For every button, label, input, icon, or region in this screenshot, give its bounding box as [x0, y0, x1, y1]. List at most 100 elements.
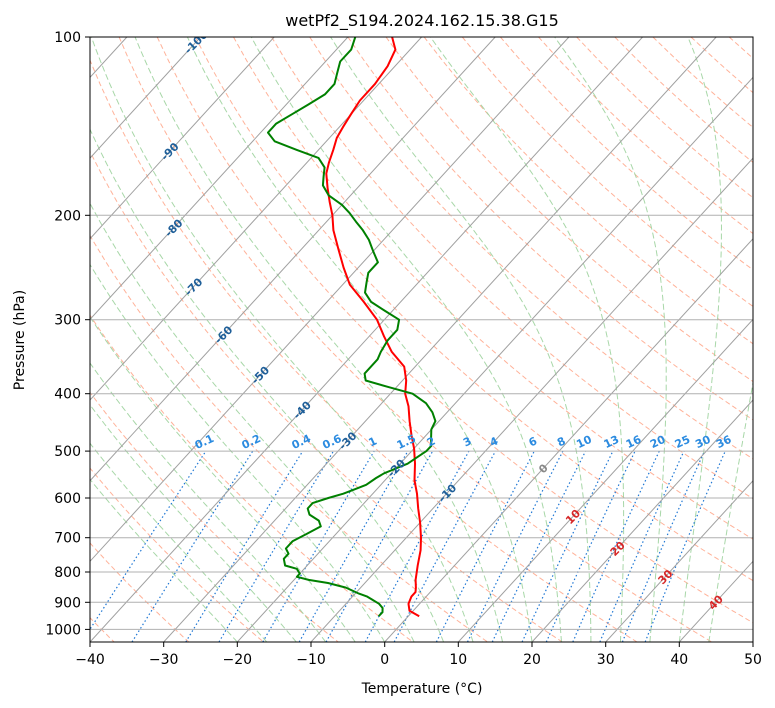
isotherm-line: [90, 37, 349, 321]
plot-frame: [89, 36, 754, 643]
isotherm-line: [605, 479, 753, 642]
moist-adiabat: [708, 379, 753, 642]
mixing-ratio-line: [621, 450, 706, 642]
moist-adiabat: [90, 362, 327, 642]
mixing-ratio-label: 0.4: [290, 432, 313, 452]
isotherm-line: [384, 237, 753, 642]
y-tick-label: 1000: [45, 622, 81, 638]
x-tick-label: −20: [223, 652, 253, 668]
x-tick-label: 50: [744, 652, 762, 668]
moist-adiabat: [554, 37, 667, 642]
isotherm-line: [531, 399, 753, 642]
isotherm-line: [163, 37, 717, 642]
mixing-ratio-line: [131, 450, 254, 642]
dry-adiabat: [576, 37, 753, 199]
mixing-ratio-label: 16: [624, 433, 644, 451]
pressure-gridlines: [90, 37, 753, 642]
mixing-ratio-line: [491, 450, 587, 642]
dry-adiabat: [90, 467, 264, 642]
mixing-ratio-line: [572, 450, 660, 642]
y-tick-label: 300: [54, 313, 81, 329]
moist-adiabat: [250, 37, 562, 642]
mixing-ratio-label: 10: [574, 433, 594, 451]
y-tick-label: 600: [54, 491, 81, 507]
y-axis-label: Pressure (hPa): [12, 290, 28, 390]
moist-adiabat: [90, 263, 386, 642]
isotherm-line: [90, 37, 643, 642]
chart-title: wetPf2_S194.2024.162.15.38.G15: [285, 11, 559, 31]
moist-adiabat: [90, 442, 268, 642]
dry-adiabat: [90, 58, 638, 642]
mixing-ratio-label: 6: [527, 434, 540, 449]
dry-adiabat: [271, 37, 753, 500]
x-axis-ticks: −40 −30 −20 −10 0 10 20 30 40 50: [75, 642, 762, 668]
y-tick-label: 700: [54, 531, 81, 547]
moist-adiabat: [330, 37, 592, 642]
isotherm-line: [752, 641, 753, 642]
mixing-ratio-label: 0.2: [240, 432, 263, 452]
dry-adiabat: [194, 37, 753, 582]
mixing-ratio-line: [393, 450, 497, 642]
dry-adiabat: [385, 37, 753, 383]
mixing-ratio-line: [325, 450, 434, 642]
dry-adiabat: [90, 314, 414, 642]
isotherm-line: [90, 37, 275, 240]
mixing-ratio-label: 1: [367, 434, 379, 449]
dry-adiabat: [347, 37, 753, 421]
temperature-profile-line: [325, 37, 422, 618]
mixing-ratio-line: [90, 450, 207, 631]
dry-adiabat: [90, 150, 563, 642]
mixing-ratio-label: 8: [555, 434, 567, 449]
x-tick-label: −30: [149, 652, 179, 668]
y-tick-label: 800: [54, 565, 81, 581]
mixing-ratio-label: 2: [425, 434, 437, 449]
dry-adiabat: [690, 37, 753, 94]
isotherm-line: [90, 37, 422, 401]
mixing-ratio-label: 25: [673, 433, 692, 451]
x-tick-label: −10: [296, 652, 326, 668]
mixing-ratio-label: 36: [714, 433, 734, 451]
x-tick-label: 30: [597, 652, 615, 668]
y-tick-label: 500: [54, 444, 81, 460]
dry-adiabat: [233, 37, 753, 540]
mixing-ratio-label: 30: [693, 433, 713, 451]
profile-lines: [267, 37, 437, 618]
mixing-ratio-line: [466, 450, 564, 642]
isotherm-line: [90, 37, 570, 563]
moist-adiabat: [90, 315, 356, 642]
mixing-ratio-label: 0.1: [193, 432, 216, 452]
moist-adiabat: [429, 37, 625, 642]
dry-adiabat: [461, 37, 753, 308]
moist-adiabat: [134, 37, 503, 642]
mixing-ratio-line: [599, 450, 685, 642]
dry-adiabat: [538, 37, 753, 235]
y-tick-label: 900: [54, 595, 81, 611]
x-tick-label: −40: [75, 652, 105, 668]
moist-adiabat: [90, 478, 238, 642]
isotherm-label: -100: [182, 28, 211, 57]
mixing-ratio-label: 20: [648, 433, 668, 451]
x-tick-label: 10: [449, 652, 467, 668]
dry-adiabat: [90, 542, 190, 642]
dry-adiabat: [423, 37, 753, 345]
mixing-ratio-line: [364, 450, 470, 642]
isotherm-line: [236, 76, 753, 642]
y-tick-label: 200: [54, 208, 81, 224]
x-tick-label: 20: [523, 652, 541, 668]
isotherm-line: [90, 37, 496, 482]
x-tick-label: 0: [380, 652, 389, 668]
y-axis-ticks: 100 200 300 400 500 600 700 800 900 1000: [45, 30, 90, 638]
background-lines: [90, 37, 753, 642]
moist-adiabat: [90, 37, 474, 642]
moist-adiabat: [678, 37, 723, 642]
moist-adiabat: [90, 128, 445, 642]
y-tick-label: 400: [54, 387, 81, 403]
mixing-ratio-label: 13: [602, 433, 621, 451]
mixing-ratio-line: [185, 450, 304, 642]
dry-adiabat: [728, 37, 753, 59]
dry-adiabat: [118, 37, 712, 642]
line-labels: 0.1 0.2 0.4 0.6 1 1.5 2 3 4 6 8 10 13 16 20 25 30 36-100-…: [158, 28, 734, 613]
mixing-ratio-label: 3: [461, 434, 473, 449]
x-axis-label: Temperature (°C): [361, 681, 483, 697]
